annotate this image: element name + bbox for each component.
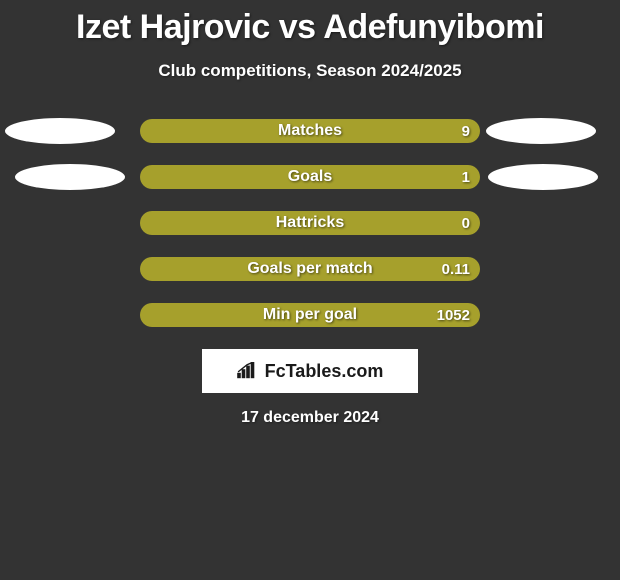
date-label: 17 december 2024 xyxy=(0,409,620,427)
stat-label: Goals per match xyxy=(247,260,372,278)
stat-value: 0 xyxy=(462,215,470,232)
player-ellipse-right xyxy=(486,118,596,144)
stat-row: Matches 9 xyxy=(0,119,620,143)
stat-bar: Min per goal 1052 xyxy=(140,303,480,327)
stats-container: Matches 9 Goals 1 Hattricks 0 Goals per match 0… xyxy=(0,119,620,327)
subtitle: Club competitions, Season 2024/2025 xyxy=(0,61,620,81)
stat-bar: Matches 9 xyxy=(140,119,480,143)
stat-label: Goals xyxy=(288,168,332,186)
bar-chart-icon xyxy=(237,362,259,380)
brand-box[interactable]: FcTables.com xyxy=(202,349,418,393)
stat-row: Goals 1 xyxy=(0,165,620,189)
player-ellipse-right xyxy=(488,164,598,190)
stat-row: Hattricks 0 xyxy=(0,211,620,235)
stat-bar: Goals per match 0.11 xyxy=(140,257,480,281)
player-ellipse-left xyxy=(15,164,125,190)
stat-label: Matches xyxy=(278,122,342,140)
stat-value: 9 xyxy=(462,123,470,140)
stat-label: Min per goal xyxy=(263,306,357,324)
stat-bar: Goals 1 xyxy=(140,165,480,189)
brand-text: FcTables.com xyxy=(265,361,384,382)
stat-value: 1052 xyxy=(437,307,470,324)
stat-row: Goals per match 0.11 xyxy=(0,257,620,281)
stat-label: Hattricks xyxy=(276,214,344,232)
stat-row: Min per goal 1052 xyxy=(0,303,620,327)
stat-value: 1 xyxy=(462,169,470,186)
player-ellipse-left xyxy=(5,118,115,144)
stat-value: 0.11 xyxy=(442,261,470,278)
stat-bar: Hattricks 0 xyxy=(140,211,480,235)
page-title: Izet Hajrovic vs Adefunyibomi xyxy=(0,0,620,47)
